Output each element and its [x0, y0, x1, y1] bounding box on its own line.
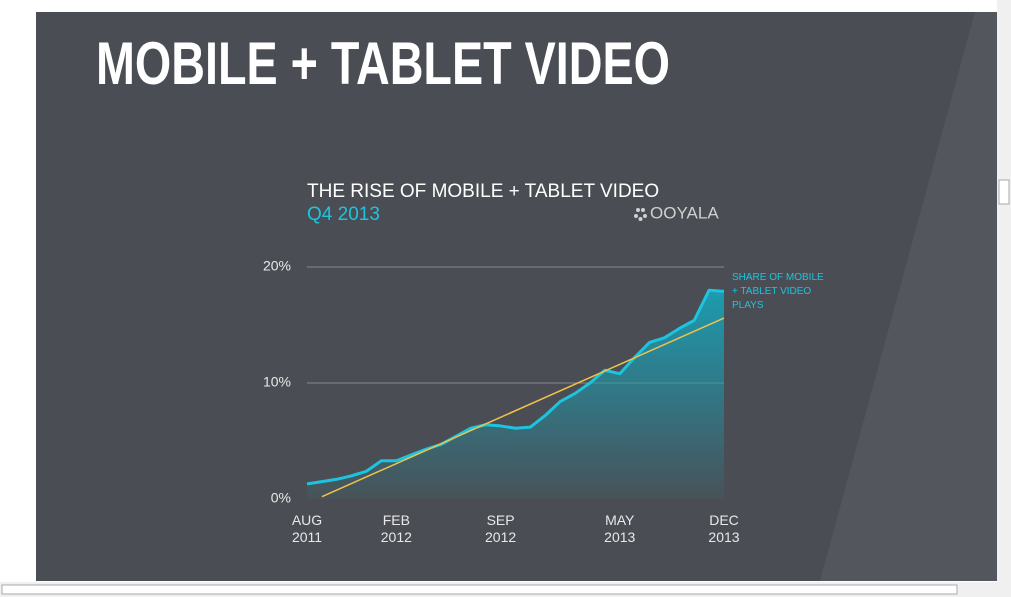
y-tick-label: 20%: [263, 258, 291, 274]
chart-subtitle: Q4 2013: [307, 204, 380, 225]
x-tick-label: SEP 2012: [485, 512, 517, 545]
v-scroll-thumb[interactable]: [998, 179, 1010, 205]
area: [307, 290, 724, 499]
trend-line: [321, 317, 725, 498]
y-tick-label: 0%: [271, 490, 291, 506]
logo-icon: [634, 208, 647, 221]
x-tick-label: AUG 2011: [291, 512, 323, 545]
v-scrollbar[interactable]: [997, 0, 1011, 582]
line: [306, 288, 725, 486]
slide-title: MOBILE + TABLET VIDEO: [96, 30, 670, 97]
logo: OOYALA: [650, 203, 719, 222]
h-scroll-thumb[interactable]: [1, 584, 958, 595]
slide-accent: [820, 12, 997, 581]
y-tick-label: 10%: [263, 374, 291, 390]
x-tick-label: FEB 2012: [380, 512, 412, 545]
x-tick-label: MAY 2013: [604, 512, 636, 545]
chart-title: THE RISE OF MOBILE + TABLET VIDEO: [307, 181, 659, 202]
x-tick-label: DEC 2013: [708, 512, 740, 545]
legend-label: SHARE OF MOBILE + TABLET VIDEO PLAYS: [732, 272, 824, 311]
